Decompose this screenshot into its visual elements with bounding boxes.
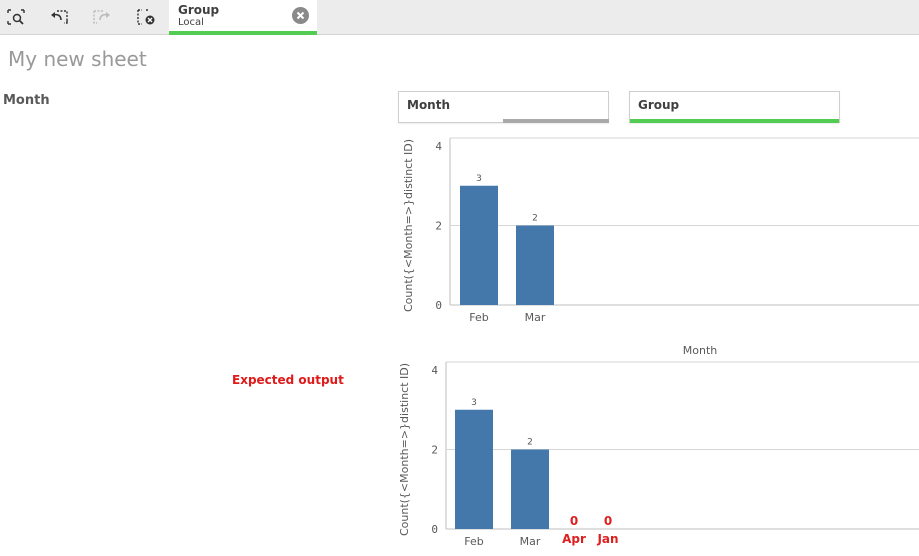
bar [460, 185, 498, 305]
expected-category-label: Apr [562, 532, 586, 546]
current-chart-svg: 0 2 4 Count({<Month=>}distinct ID) 3 Feb 2 Mar [402, 137, 919, 324]
step-back-icon [51, 10, 68, 24]
bar-data-label: 3 [476, 174, 482, 184]
y-tick-label: 0 [435, 299, 442, 312]
selection-toolbar: Group Local [0, 0, 919, 35]
y-tick-label: 2 [435, 220, 442, 233]
y-tick-label: 4 [435, 140, 442, 153]
current-selection-tab[interactable]: Group Local [169, 0, 317, 35]
bar [455, 409, 493, 529]
x-axis-title: Month [683, 344, 718, 357]
bar-data-label: 2 [527, 438, 533, 448]
expected-output-label: Expected output [232, 373, 344, 387]
bar [511, 449, 549, 529]
month-filter-pane[interactable]: Month [398, 91, 609, 123]
expected-chart-svg: 0 2 4 Count({<Month=>}distinct ID) Month 3 Feb… [398, 344, 919, 548]
x-category-label: Feb [464, 535, 483, 548]
bar-chart-current[interactable]: 0 2 4 Count({<Month=>}distinct ID) 3 Feb 2 Mar [396, 130, 919, 335]
step-back-button[interactable] [46, 5, 72, 29]
bar [516, 225, 554, 305]
x-category-label: Feb [469, 311, 488, 324]
y-axis-title: Count({<Month=>}distinct ID) [402, 139, 415, 312]
sheet-title: My new sheet [8, 47, 147, 71]
smart-search-button[interactable] [3, 5, 29, 29]
y-tick-label: 0 [431, 523, 438, 536]
y-axis-title: Count({<Month=>}distinct ID) [398, 363, 411, 536]
group-filter-pane[interactable]: Group [629, 91, 840, 123]
bar-data-label: 3 [471, 398, 477, 408]
month-filter-label: Month [407, 98, 451, 112]
clear-selection-button[interactable] [292, 7, 309, 24]
step-forward-button[interactable] [89, 5, 115, 29]
x-category-label: Mar [525, 311, 546, 324]
smart-search-icon [7, 9, 25, 25]
step-forward-icon [93, 10, 110, 24]
month-filter-state-bar [503, 119, 609, 123]
y-tick-label: 4 [431, 364, 438, 377]
selection-state-name: Local [178, 17, 204, 28]
group-filter-state-bar [630, 119, 839, 123]
bar-chart-expected[interactable]: 0 2 4 Count({<Month=>}distinct ID) Month 3 Feb… [392, 340, 919, 556]
expected-category-label: Jan [596, 532, 618, 546]
close-icon [296, 11, 305, 20]
selection-field-name: Group [178, 3, 220, 17]
expected-value-label: 0 [604, 514, 612, 528]
y-tick-label: 2 [431, 444, 438, 457]
bar-data-label: 2 [532, 214, 538, 224]
clear-selections-button[interactable] [133, 5, 159, 29]
month-text-object: Month [3, 93, 50, 108]
x-category-label: Mar [520, 535, 541, 548]
group-filter-label: Group [638, 98, 680, 112]
clear-selections-icon [137, 9, 155, 25]
expected-value-label: 0 [570, 514, 578, 528]
